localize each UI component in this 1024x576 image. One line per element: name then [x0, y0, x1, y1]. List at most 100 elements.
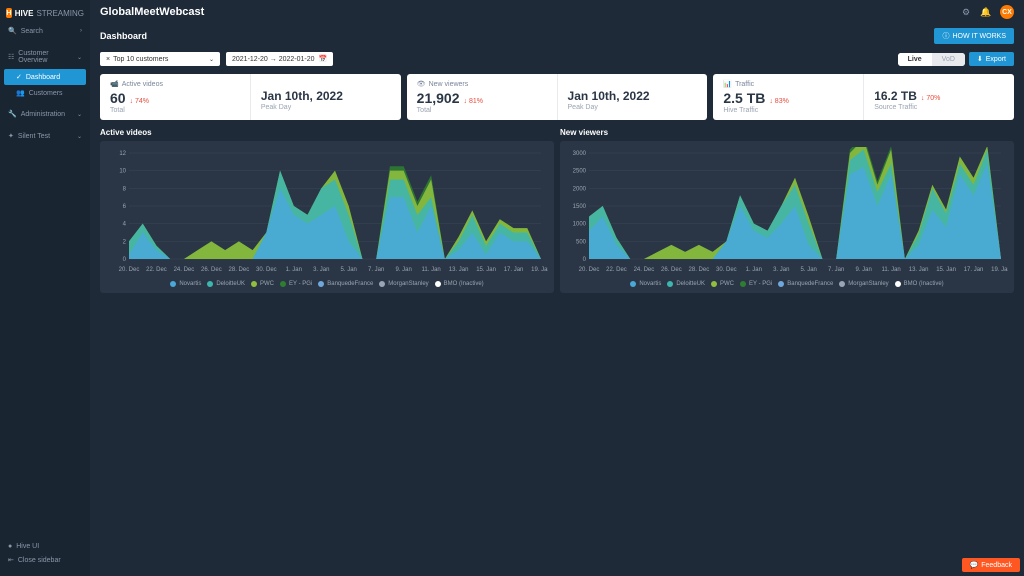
svg-text:20. Dec: 20. Dec [119, 267, 140, 273]
download-icon: ⬇ [977, 55, 983, 63]
svg-text:24. Dec: 24. Dec [174, 267, 195, 273]
legend-item[interactable]: DeloitteUK [667, 281, 705, 287]
sidebar-item-dashboard[interactable]: ✓ Dashboard [4, 69, 86, 85]
svg-text:22. Dec: 22. Dec [146, 267, 167, 273]
wrench-icon: 🔧 [8, 110, 17, 118]
sidebar-footer: ●Hive UI ⇤Close sidebar [0, 536, 90, 571]
bell-icon[interactable]: 🔔 [980, 6, 992, 18]
legend-item[interactable]: DeloitteUK [207, 281, 245, 287]
svg-text:2000: 2000 [573, 186, 587, 192]
nav-label: Dashboard [26, 74, 60, 81]
svg-text:15. Jan: 15. Jan [936, 267, 956, 273]
gear-icon[interactable]: ⚙ [960, 6, 972, 18]
chat-icon: 💬 [970, 561, 979, 569]
svg-text:9. Jan: 9. Jan [395, 267, 411, 273]
svg-text:28. Dec: 28. Dec [689, 267, 710, 273]
footer-close-sidebar[interactable]: ⇤Close sidebar [8, 553, 82, 567]
calendar-icon: 📅 [319, 55, 328, 63]
svg-text:11. Jan: 11. Jan [422, 267, 441, 273]
svg-text:13. Jan: 13. Jan [449, 267, 469, 273]
svg-text:3. Jan: 3. Jan [313, 267, 329, 273]
svg-text:5. Jan: 5. Jan [341, 267, 357, 273]
nav-label: Customers [29, 90, 63, 97]
svg-text:5. Jan: 5. Jan [801, 267, 817, 273]
svg-text:26. Dec: 26. Dec [201, 267, 222, 273]
customers-dropdown[interactable]: ×Top 10 customers ⌄ [100, 52, 220, 66]
legend-item[interactable]: BMO (Inactive) [435, 281, 484, 287]
svg-text:7. Jan: 7. Jan [368, 267, 384, 273]
app-title: GlobalMeetWebcast [100, 6, 204, 18]
svg-text:28. Dec: 28. Dec [229, 267, 250, 273]
collapse-icon: ⇤ [8, 556, 14, 564]
chart-legend: Novartis DeloitteUK PWC EY - PGi BanquedeFra… [566, 281, 1008, 287]
chevron-down-icon: ⌄ [209, 56, 214, 63]
legend-item[interactable]: EY - PGi [280, 281, 312, 287]
svg-text:17. Jan: 17. Jan [504, 267, 524, 273]
chevron-down-icon: ⌄ [77, 111, 82, 118]
legend-item[interactable]: BMO (Inactive) [895, 281, 944, 287]
feedback-button[interactable]: 💬 Feedback [962, 558, 1020, 572]
svg-text:22. Dec: 22. Dec [606, 267, 627, 273]
chart-new-viewers-svg: 05001000150020002500300020. Dec22. Dec24… [566, 147, 1008, 277]
legend-item[interactable]: Novartis [170, 281, 201, 287]
avatar[interactable]: CX [1000, 5, 1014, 19]
svg-text:9. Jan: 9. Jan [855, 267, 871, 273]
chart-active-videos: Active videos 02468101220. Dec22. Dec24.… [100, 128, 554, 293]
svg-text:4: 4 [123, 222, 127, 228]
sidebar-section-customer-overview[interactable]: ☷Customer Overview ⌄ [0, 45, 90, 69]
topbar: GlobalMeetWebcast ⚙ 🔔 CX [90, 0, 1024, 24]
sidebar-section-administration[interactable]: 🔧 Administration ⌄ [0, 105, 90, 123]
sidebar-section-silent-test[interactable]: ✦Silent Test ⌄ [0, 127, 90, 145]
date-range-picker[interactable]: 2021-12-20 → 2022-01-20 📅 [226, 52, 333, 66]
subheader: Dashboard ⓘ HOW IT WORKS [90, 24, 1024, 48]
chart-new-viewers: New viewers 05001000150020002500300020. … [560, 128, 1014, 293]
svg-text:2: 2 [123, 239, 127, 245]
chart-title: Active videos [100, 128, 554, 137]
svg-text:19. Jan: 19. Jan [991, 267, 1008, 273]
legend-item[interactable]: PWC [251, 281, 274, 287]
svg-text:17. Jan: 17. Jan [964, 267, 984, 273]
controls-row: ×Top 10 customers ⌄ 2021-12-20 → 2022-01… [90, 48, 1024, 70]
dot-icon: ● [8, 543, 12, 550]
legend-item[interactable]: PWC [711, 281, 734, 287]
check-icon: ✓ [16, 73, 22, 81]
svg-text:1. Jan: 1. Jan [286, 267, 302, 273]
svg-text:11. Jan: 11. Jan [882, 267, 901, 273]
search-icon: 🔍 [8, 27, 17, 35]
sidebar-search[interactable]: 🔍 Search › [0, 21, 90, 41]
legend-item[interactable]: EY - PGi [740, 281, 772, 287]
section-label: Silent Test [18, 133, 50, 140]
toggle-vod[interactable]: VoD [932, 53, 965, 66]
legend-item[interactable]: MorganStanley [379, 281, 428, 287]
svg-text:1000: 1000 [573, 222, 587, 228]
svg-text:12: 12 [119, 151, 126, 157]
legend-item[interactable]: BanquedeFrance [778, 281, 833, 287]
how-it-works-button[interactable]: ⓘ HOW IT WORKS [934, 28, 1014, 44]
info-icon: ⓘ [942, 31, 949, 41]
svg-text:13. Jan: 13. Jan [909, 267, 929, 273]
svg-text:8: 8 [123, 186, 127, 192]
chevron-right-icon: › [80, 28, 82, 34]
legend-item[interactable]: BanquedeFrance [318, 281, 373, 287]
section-label: Administration [21, 111, 65, 118]
svg-text:15. Jan: 15. Jan [476, 267, 496, 273]
chart-legend: Novartis DeloitteUK PWC EY - PGi BanquedeFra… [106, 281, 548, 287]
chevron-down-icon: ⌄ [77, 54, 82, 61]
svg-text:1. Jan: 1. Jan [746, 267, 762, 273]
svg-text:0: 0 [123, 257, 127, 263]
toggle-live[interactable]: Live [898, 53, 932, 66]
sidebar-item-customers[interactable]: 👥 Customers [0, 85, 90, 101]
people-icon: 👥 [16, 89, 25, 97]
metric-card: 👁New viewers 21,902 ↓ 81% Total Jan 10th… [407, 74, 708, 120]
svg-text:30. Dec: 30. Dec [716, 267, 737, 273]
legend-item[interactable]: Novartis [630, 281, 661, 287]
brand-logo: H HIVE STREAMING [0, 5, 90, 21]
metric-card: 📊Traffic 2.5 TB ↓ 83% Hive Traffic 16.2 … [713, 74, 1014, 120]
export-button[interactable]: ⬇ Export [969, 52, 1014, 66]
metric-card: 📹Active videos 60 ↓ 74% Total Jan 10th, … [100, 74, 401, 120]
section-label: Customer Overview [18, 50, 77, 64]
svg-text:2500: 2500 [573, 169, 587, 175]
footer-hive-ui[interactable]: ●Hive UI [8, 540, 82, 553]
legend-item[interactable]: MorganStanley [839, 281, 888, 287]
svg-text:24. Dec: 24. Dec [634, 267, 655, 273]
